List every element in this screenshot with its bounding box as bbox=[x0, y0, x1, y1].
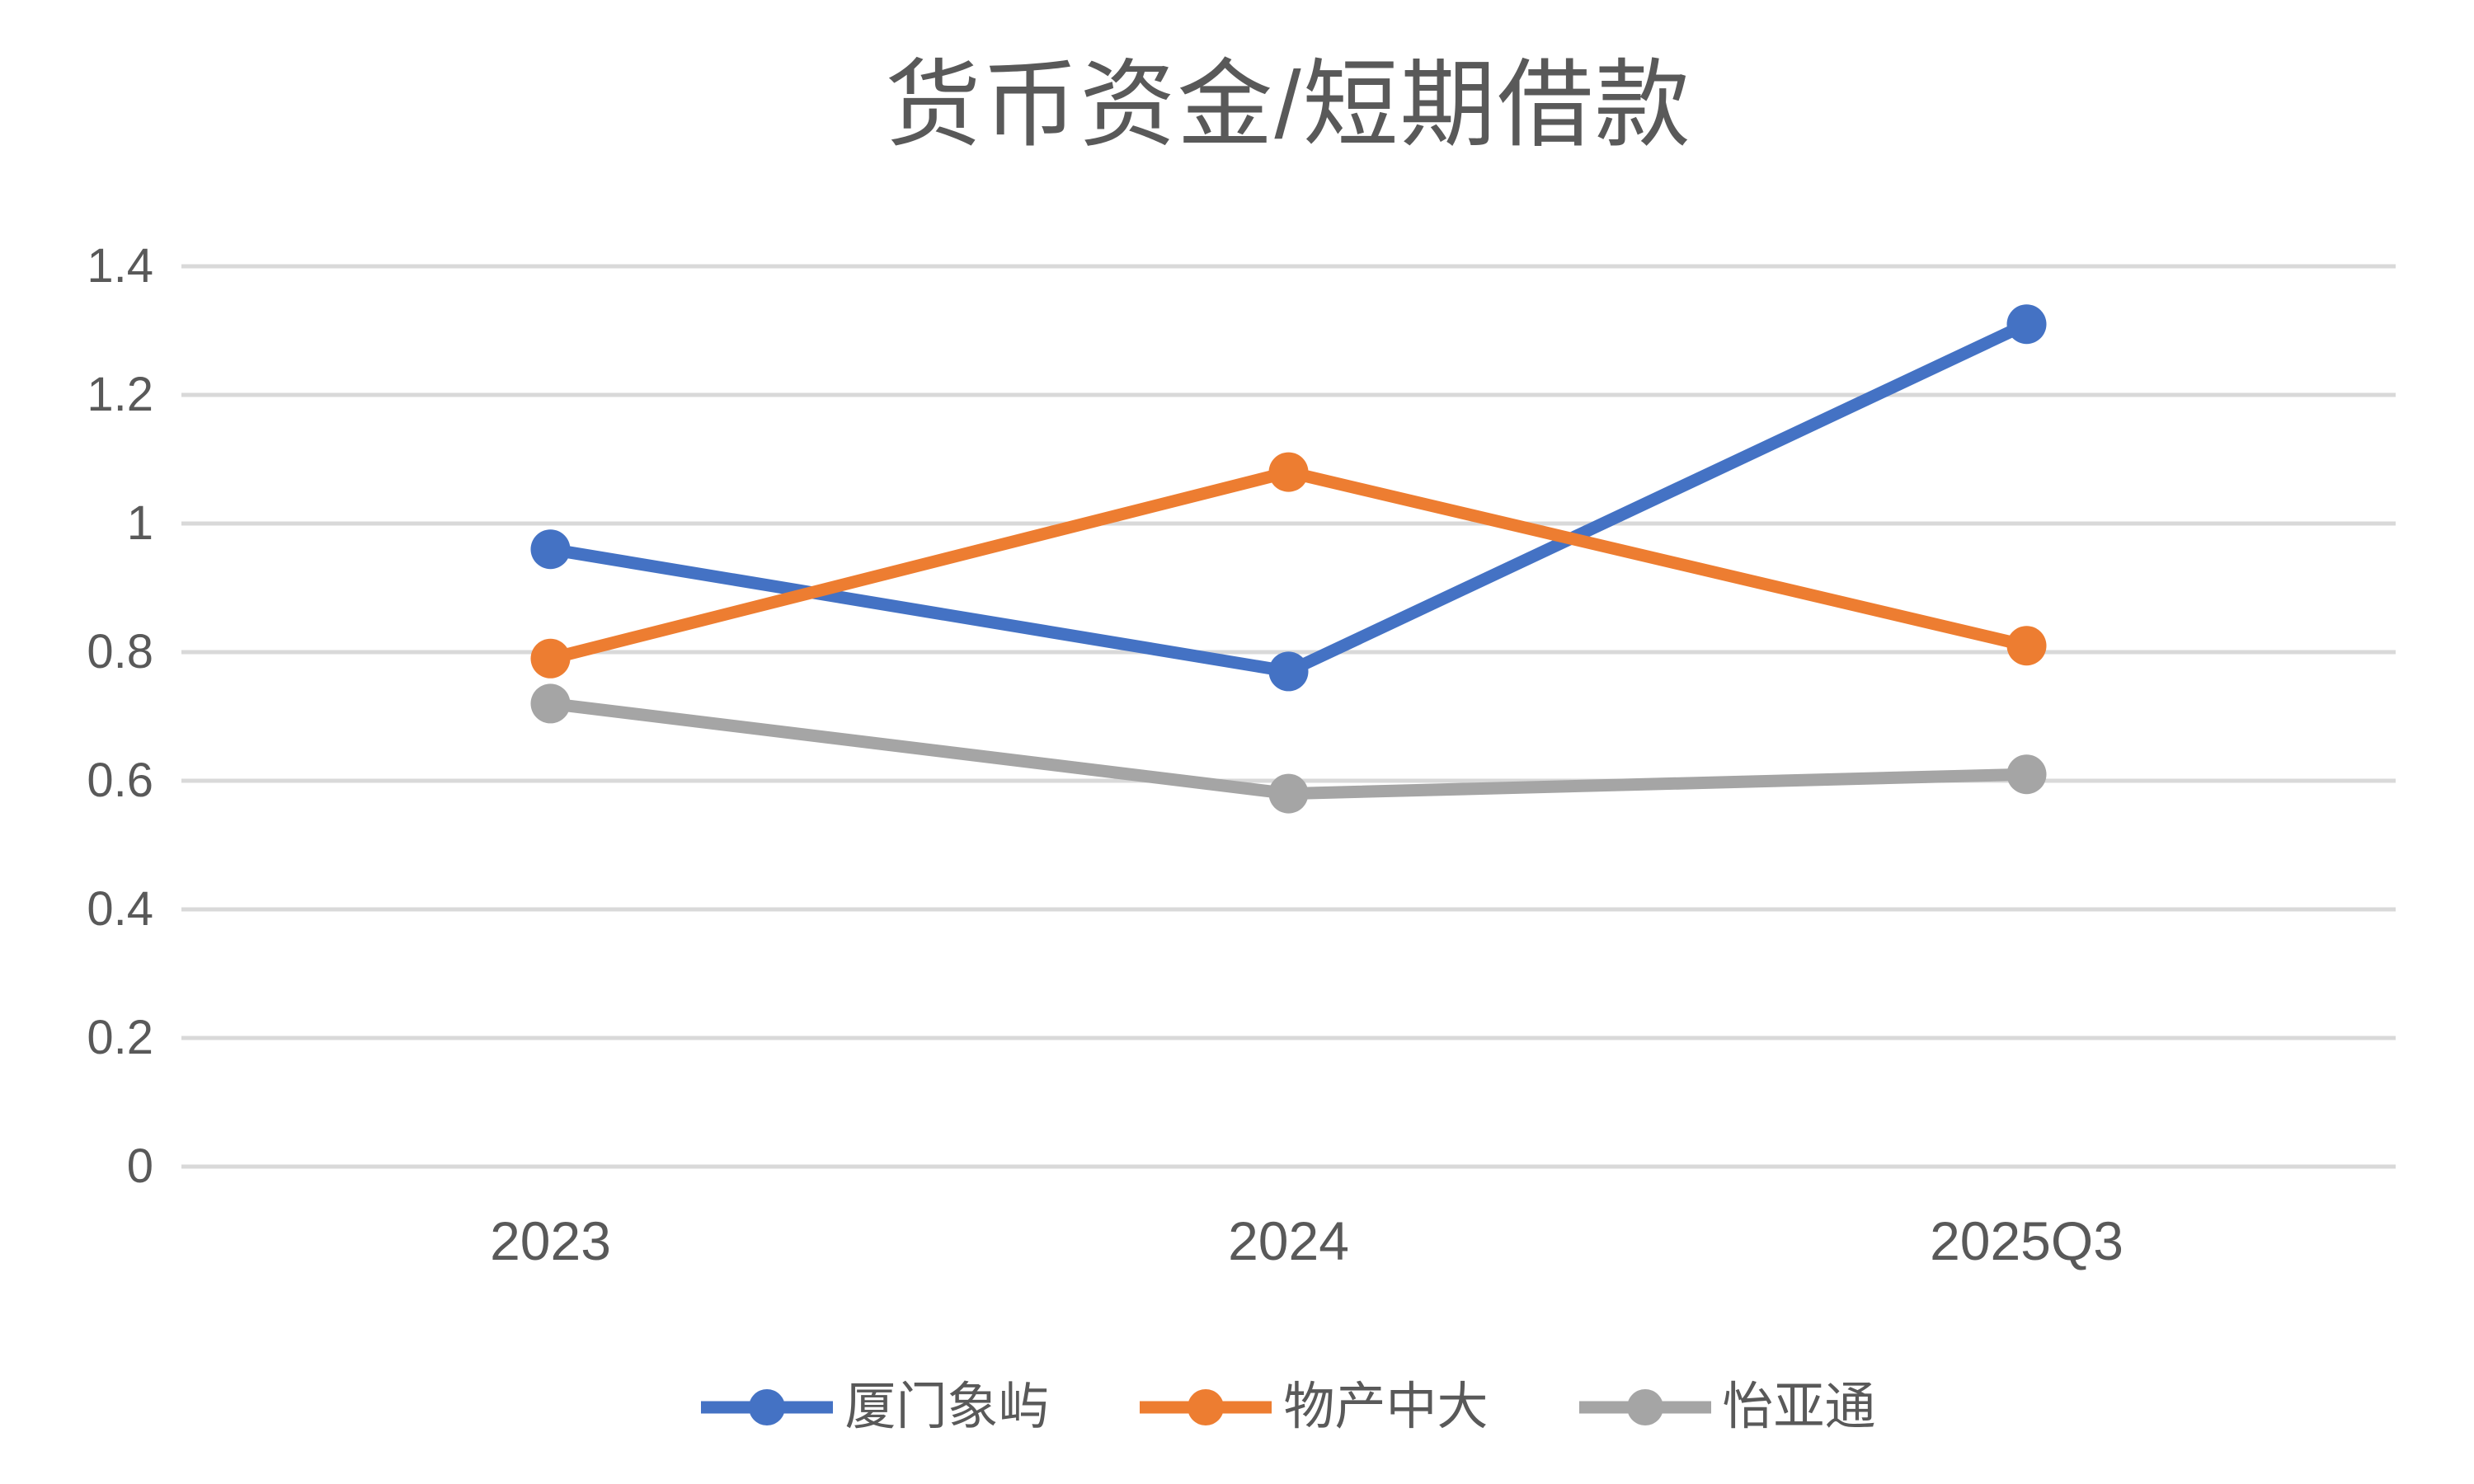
y-tick-label: 0.4 bbox=[87, 882, 153, 936]
data-point-marker[interactable] bbox=[530, 683, 571, 724]
data-point-marker[interactable] bbox=[530, 638, 571, 679]
y-tick-label: 0.6 bbox=[87, 754, 153, 807]
data-point-marker[interactable] bbox=[2006, 754, 2047, 795]
legend-line-marker-icon bbox=[1140, 1389, 1272, 1425]
legend: 厦门象屿 物产中大 怡亚通 bbox=[181, 1370, 2396, 1444]
legend-label: 厦门象屿 bbox=[844, 1378, 1050, 1435]
y-tick-label: 0.2 bbox=[87, 1011, 153, 1064]
series-line-0 bbox=[544, 317, 2033, 678]
y-tick-label: 0 bbox=[126, 1139, 153, 1193]
legend-label: 怡亚通 bbox=[1722, 1378, 1876, 1435]
data-point-marker[interactable] bbox=[2006, 304, 2047, 345]
legend-line-marker-icon bbox=[701, 1389, 834, 1425]
y-tick-label: 1.2 bbox=[87, 368, 153, 421]
data-point-marker[interactable] bbox=[530, 529, 571, 570]
x-tick-label: 2025Q3 bbox=[1930, 1210, 2124, 1271]
y-tick-label: 0.8 bbox=[87, 625, 153, 679]
data-point-marker[interactable] bbox=[2006, 626, 2047, 666]
legend-line-marker-icon bbox=[1578, 1389, 1711, 1425]
x-tick-label: 2024 bbox=[1228, 1210, 1349, 1271]
y-tick-label: 1.4 bbox=[87, 239, 153, 293]
data-point-marker[interactable] bbox=[1268, 452, 1309, 492]
legend-item-0[interactable]: 厦门象屿 bbox=[701, 1378, 1049, 1436]
legend-label: 物产中大 bbox=[1283, 1378, 1489, 1435]
series-line-1 bbox=[544, 466, 2033, 665]
chart-title: 货币资金/短期借款 bbox=[885, 51, 1692, 158]
legend-item-2[interactable]: 怡亚通 bbox=[1578, 1378, 1876, 1436]
data-point-marker[interactable] bbox=[1268, 651, 1309, 692]
legend-item-1[interactable]: 物产中大 bbox=[1140, 1378, 1489, 1436]
data-point-marker[interactable] bbox=[1268, 773, 1309, 814]
y-tick-label: 1 bbox=[126, 496, 153, 550]
x-tick-label: 2023 bbox=[490, 1210, 611, 1271]
